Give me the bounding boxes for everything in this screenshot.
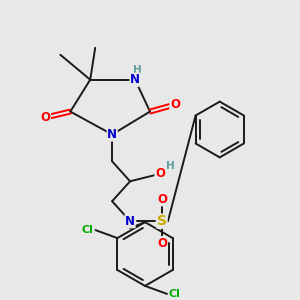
Text: O: O (40, 111, 50, 124)
Text: S: S (157, 214, 167, 228)
Text: H: H (166, 161, 174, 171)
Text: O: O (157, 193, 167, 206)
Text: O: O (170, 98, 180, 111)
Text: O: O (157, 237, 167, 250)
Text: H: H (133, 65, 141, 75)
Text: N: N (107, 128, 117, 141)
Text: N: N (125, 214, 135, 228)
Text: N: N (130, 73, 140, 86)
Text: O: O (155, 167, 165, 180)
Text: Cl: Cl (82, 225, 94, 235)
Text: Cl: Cl (169, 289, 181, 299)
